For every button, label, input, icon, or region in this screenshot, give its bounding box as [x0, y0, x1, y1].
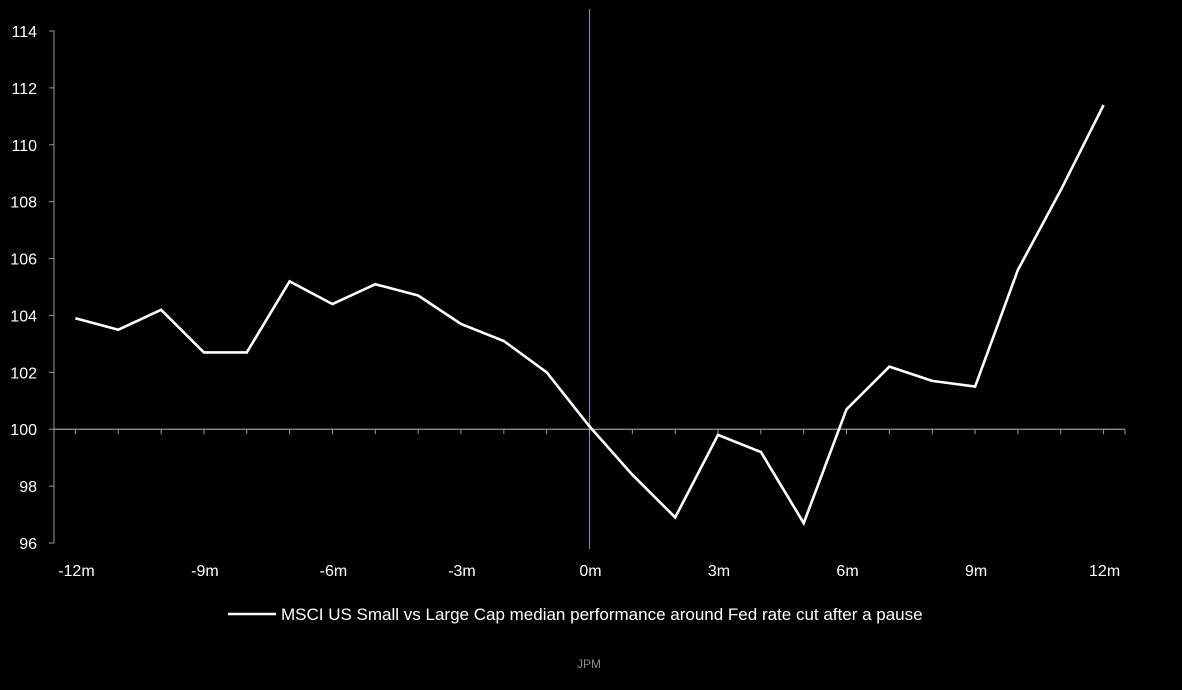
x-tick-label: -12m	[58, 563, 94, 580]
y-tick-label: 108	[10, 195, 37, 212]
tick-labels: 96 98 100 102 104 106 108 110 112 114 -12m -9m -6m -3…	[10, 24, 1120, 580]
series-line	[75, 104, 1105, 527]
y-tick-label: 114	[11, 24, 37, 41]
x-tick-label: 6m	[836, 563, 858, 580]
x-tick-label: 3m	[708, 563, 730, 580]
series-group	[75, 104, 1105, 527]
legend-label: MSCI US Small vs Large Cap median perfor…	[281, 605, 923, 624]
y-tick-label: 104	[10, 308, 37, 325]
y-tick-label: 102	[10, 365, 37, 382]
legend: MSCI US Small vs Large Cap median perfor…	[228, 605, 923, 624]
x-tick-label: 12m	[1089, 563, 1120, 580]
y-tick-label: 96	[19, 536, 37, 553]
x-tick-label: 9m	[965, 563, 987, 580]
x-tick-label: 0m	[579, 563, 601, 580]
y-tick-label: 110	[11, 138, 37, 155]
axes	[49, 30, 55, 544]
y-tick-label: 98	[19, 479, 37, 496]
x-tick-label: -9m	[191, 563, 219, 580]
x-tick-label: -6m	[320, 563, 348, 580]
y-tick-label: 100	[10, 422, 37, 439]
source-label: JPM	[577, 657, 601, 671]
x-tick-label: -3m	[448, 563, 476, 580]
y-tick-label: 106	[10, 252, 37, 269]
y-tick-label: 112	[11, 81, 37, 98]
reference-lines	[54, 9, 1126, 549]
